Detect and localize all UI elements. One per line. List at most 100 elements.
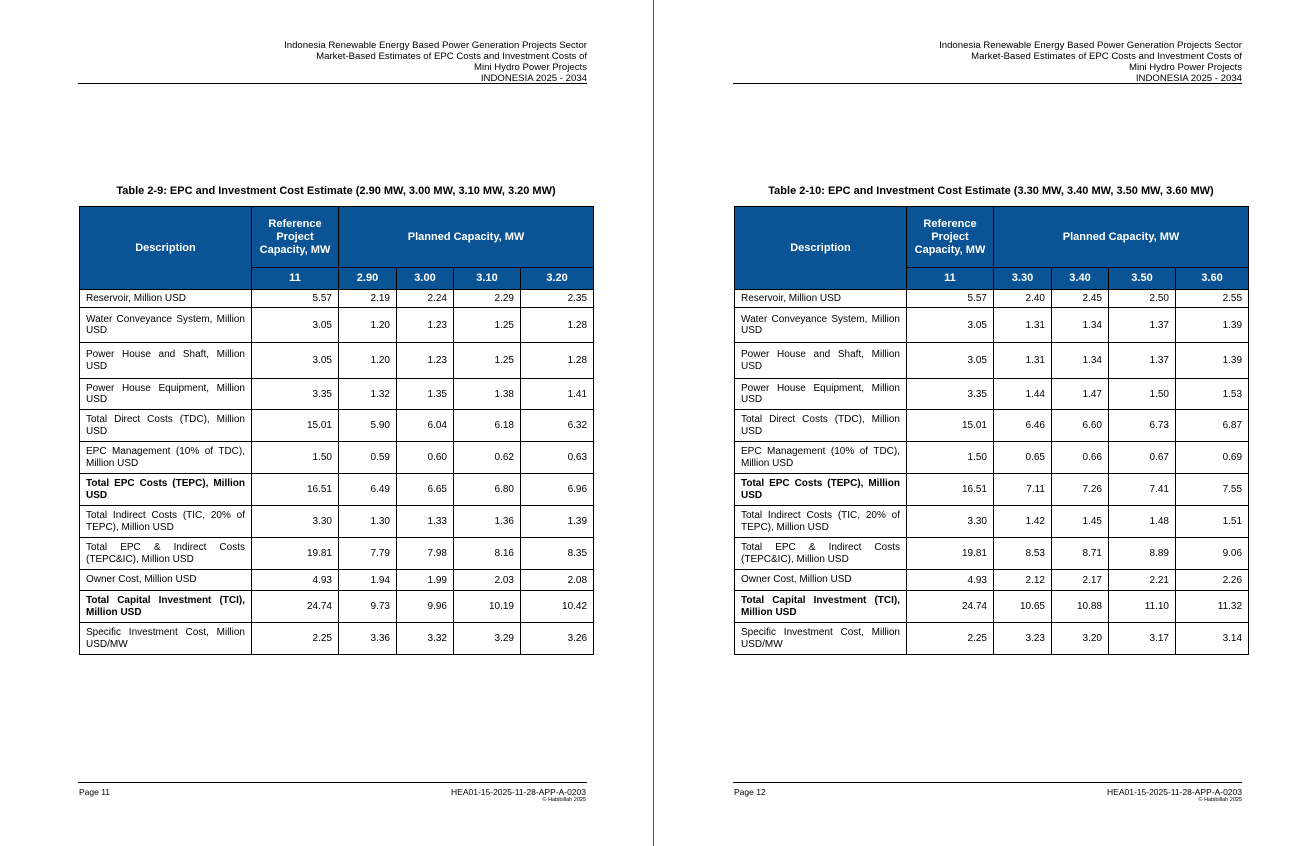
table-row: Specific Investment Cost, Million USD/MW… bbox=[734, 622, 1250, 655]
cell-value: 5.57 bbox=[906, 289, 994, 308]
row-label: Total Indirect Costs (TIC, 20% of TEPC),… bbox=[734, 505, 907, 538]
cell-value: 1.35 bbox=[396, 378, 454, 410]
cell-value: 1.30 bbox=[338, 505, 397, 538]
cell-value: 6.87 bbox=[1174, 409, 1250, 442]
capacity-header: 3.40 bbox=[1051, 267, 1109, 290]
column-header-reference: Reference Project Capacity, MW bbox=[251, 206, 339, 268]
table-row: Water Conveyance System, Million USD 3.05… bbox=[734, 307, 1250, 343]
column-header-description: Description bbox=[79, 206, 252, 290]
cell-value: 1.32 bbox=[338, 378, 397, 410]
cell-value: 1.50 bbox=[251, 441, 339, 474]
cell-value: 7.55 bbox=[1174, 473, 1250, 506]
row-label: Specific Investment Cost, Million USD/MW bbox=[79, 622, 252, 655]
cell-value: 2.50 bbox=[1108, 289, 1176, 308]
table-row: Power House and Shaft, Million USD 3.05 1.… bbox=[79, 342, 595, 379]
cell-value: 10.19 bbox=[453, 590, 521, 623]
cell-value: 1.50 bbox=[906, 441, 994, 474]
cell-value: 3.35 bbox=[251, 378, 339, 410]
cell-value: 1.38 bbox=[453, 378, 521, 410]
cell-value: 9.96 bbox=[396, 590, 454, 623]
cell-value: 2.26 bbox=[1174, 569, 1250, 591]
document-code: HEA01-15-2025-11-28-APP-A-0203 bbox=[451, 787, 586, 797]
cell-value: 6.96 bbox=[519, 473, 595, 506]
document-code: HEA01-15-2025-11-28-APP-A-0203 bbox=[1107, 787, 1242, 797]
capacity-row: 11 2.90 3.00 3.10 3.20 bbox=[80, 267, 595, 290]
cell-value: 19.81 bbox=[251, 537, 339, 570]
cell-value: 7.11 bbox=[993, 473, 1052, 506]
cell-value: 2.40 bbox=[993, 289, 1052, 308]
cell-value: 1.23 bbox=[396, 342, 454, 379]
header-line: Market-Based Estimates of EPC Costs and … bbox=[316, 51, 587, 62]
table-row: EPC Management (10% of TDC), Million USD… bbox=[79, 441, 595, 474]
cell-value: 1.44 bbox=[993, 378, 1052, 410]
cell-value: 1.45 bbox=[1051, 505, 1109, 538]
cell-value: 8.71 bbox=[1051, 537, 1109, 570]
cell-value: 24.74 bbox=[906, 590, 994, 623]
cell-value: 1.99 bbox=[396, 569, 454, 591]
cell-value: 1.39 bbox=[1174, 342, 1250, 379]
cell-value: 8.35 bbox=[519, 537, 595, 570]
cell-value: 3.05 bbox=[906, 342, 994, 379]
cell-value: 1.34 bbox=[1051, 307, 1109, 343]
capacity-header: 11 bbox=[251, 267, 339, 290]
capacity-header: 3.10 bbox=[453, 267, 521, 290]
cell-value: 6.49 bbox=[338, 473, 397, 506]
cell-value: 4.93 bbox=[251, 569, 339, 591]
cell-value: 1.53 bbox=[1174, 378, 1250, 410]
cell-value: 1.37 bbox=[1108, 307, 1176, 343]
cell-value: 3.36 bbox=[338, 622, 397, 655]
cell-value: 2.08 bbox=[519, 569, 595, 591]
cell-value: 6.60 bbox=[1051, 409, 1109, 442]
row-label: Reservoir, Million USD bbox=[734, 289, 907, 308]
cell-value: 1.47 bbox=[1051, 378, 1109, 410]
cell-value: 3.23 bbox=[993, 622, 1052, 655]
table-row: Total EPC & Indirect Costs (TEPC&IC), Mi… bbox=[734, 537, 1250, 570]
cell-value: 8.89 bbox=[1108, 537, 1176, 570]
column-header-reference: Reference Project Capacity, MW bbox=[906, 206, 994, 268]
header-rule bbox=[78, 83, 587, 84]
cell-value: 7.26 bbox=[1051, 473, 1109, 506]
row-label: Specific Investment Cost, Million USD/MW bbox=[734, 622, 907, 655]
row-label: EPC Management (10% of TDC), Million USD bbox=[734, 441, 907, 474]
page-11: Indonesia Renewable Energy Based Power G… bbox=[0, 0, 654, 846]
cell-value: 0.69 bbox=[1174, 441, 1250, 474]
cell-value: 15.01 bbox=[251, 409, 339, 442]
cell-value: 1.37 bbox=[1108, 342, 1176, 379]
page-number: Page 12 bbox=[734, 787, 766, 797]
cell-value: 0.67 bbox=[1108, 441, 1176, 474]
row-label: Total Direct Costs (TDC), Million USD bbox=[79, 409, 252, 442]
table-row: Total Direct Costs (TDC), Million USD 15.… bbox=[79, 409, 595, 442]
capacity-header: 2.90 bbox=[338, 267, 397, 290]
cell-value: 7.98 bbox=[396, 537, 454, 570]
capacity-header: 3.20 bbox=[519, 267, 595, 290]
column-header-description: Description bbox=[734, 206, 907, 290]
table-title: Table 2-10: EPC and Investment Cost Esti… bbox=[768, 185, 1214, 197]
cell-value: 6.80 bbox=[453, 473, 521, 506]
table-row: Total EPC Costs (TEPC), Million USD 16.51… bbox=[79, 473, 595, 506]
table-row: Reservoir, Million USD 5.57 2.19 2.24 2.29 2.… bbox=[79, 289, 595, 308]
page-number: Page 11 bbox=[79, 787, 111, 797]
row-label: Reservoir, Million USD bbox=[79, 289, 252, 308]
page-12: Indonesia Renewable Energy Based Power G… bbox=[655, 0, 1309, 846]
cell-value: 3.20 bbox=[1051, 622, 1109, 655]
cell-value: 3.26 bbox=[519, 622, 595, 655]
capacity-header: 3.50 bbox=[1108, 267, 1176, 290]
cell-value: 3.35 bbox=[906, 378, 994, 410]
capacity-header: 11 bbox=[906, 267, 994, 290]
cell-value: 5.57 bbox=[251, 289, 339, 308]
row-label: Owner Cost, Million USD bbox=[79, 569, 252, 591]
cell-value: 1.34 bbox=[1051, 342, 1109, 379]
cell-value: 3.30 bbox=[251, 505, 339, 538]
cell-value: 10.88 bbox=[1051, 590, 1109, 623]
cell-value: 6.32 bbox=[519, 409, 595, 442]
cell-value: 3.05 bbox=[251, 342, 339, 379]
cell-value: 9.06 bbox=[1174, 537, 1250, 570]
cell-value: 3.29 bbox=[453, 622, 521, 655]
cell-value: 0.59 bbox=[338, 441, 397, 474]
row-label: Water Conveyance System, Million USD bbox=[79, 307, 252, 343]
cell-value: 1.94 bbox=[338, 569, 397, 591]
row-label: Total Capital Investment (TCI), Million … bbox=[734, 590, 907, 623]
cell-value: 2.55 bbox=[1174, 289, 1250, 308]
capacity-header: 3.60 bbox=[1174, 267, 1250, 290]
cell-value: 1.31 bbox=[993, 342, 1052, 379]
